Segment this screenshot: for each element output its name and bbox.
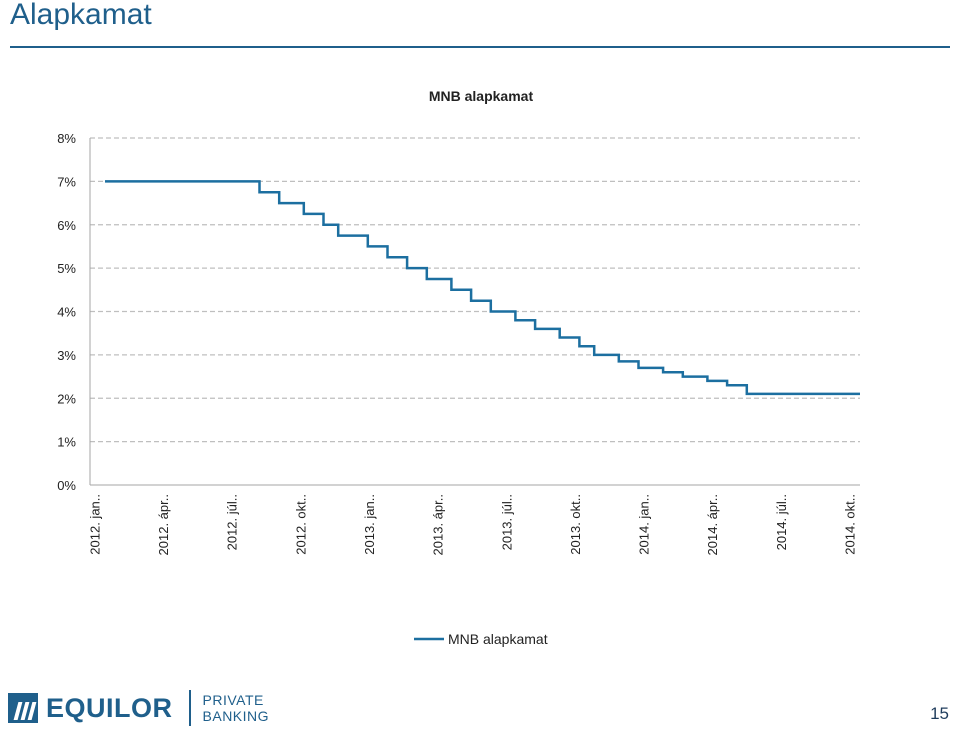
x-tick-label: 2014. júl.. [774, 494, 789, 550]
x-tick-label: 2014. jan.. [637, 494, 652, 555]
y-tick-label: 8% [57, 131, 76, 146]
x-tick-label: 2013. okt.. [568, 494, 583, 555]
page-title: Alapkamat [10, 0, 152, 31]
x-tick-label: 2014. ápr.. [705, 494, 720, 555]
y-tick-label: 0% [57, 478, 76, 493]
y-tick-label: 5% [57, 261, 76, 276]
chart-title: MNB alapkamat [429, 88, 534, 104]
y-tick-label: 1% [57, 435, 76, 450]
x-tick-label: 2013. jan.. [362, 494, 377, 555]
logo-subtitle: PRIVATE BANKING [203, 692, 270, 724]
legend: MNB alapkamat [414, 631, 548, 647]
y-tick-label: 2% [57, 391, 76, 406]
chart-grid [90, 137, 860, 443]
chart-axes [89, 138, 860, 486]
y-tick-label: 7% [57, 174, 76, 189]
title-divider [10, 46, 950, 48]
logo-mark-icon [8, 693, 38, 723]
equilor-logo: EQUILOR PRIVATE BANKING [8, 688, 269, 728]
x-tick-label: 2012. ápr.. [156, 494, 171, 555]
x-tick-label: 2012. jan.. [87, 494, 102, 555]
x-tick-label: 2012. okt.. [293, 494, 308, 555]
logo-separator [188, 690, 191, 726]
x-axis-ticks: 2012. jan.. 2012. ápr.. 2012. júl.. 2012. o… [87, 494, 857, 555]
logo-sub-line1: PRIVATE [202, 692, 264, 708]
x-tick-label: 2014. okt.. [842, 494, 857, 555]
page-number: 15 [930, 704, 949, 723]
y-tick-label: 6% [57, 218, 76, 233]
logo-sub-line2: BANKING [202, 708, 270, 724]
y-tick-label: 4% [57, 305, 76, 320]
y-axis-ticks: 0% 1% 2% 3% 4% 5% 6% 7% 8% [57, 131, 76, 493]
y-tick-label: 3% [57, 348, 76, 363]
x-tick-label: 2013. ápr.. [431, 494, 446, 555]
x-tick-label: 2013. júl.. [499, 494, 514, 550]
x-tick-label: 2012. júl.. [225, 494, 240, 550]
series-layer [105, 180, 860, 396]
legend-label: MNB alapkamat [448, 631, 548, 647]
series-line [105, 180, 860, 396]
logo-name: EQUILOR [46, 692, 173, 723]
